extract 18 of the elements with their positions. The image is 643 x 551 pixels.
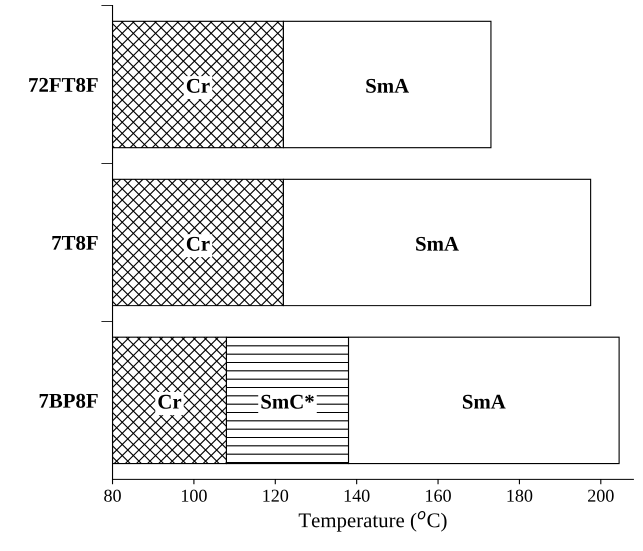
text: SmA <box>462 394 506 409</box>
text: Cr <box>186 236 210 251</box>
x-tick-label: 180 <box>507 490 532 502</box>
series-label: Cr <box>158 394 182 409</box>
x-tick-label: 200 <box>588 490 614 502</box>
y-tick-label: 7T8F <box>52 236 98 250</box>
x-axis-title: Temperature ($^{o}$C) <box>298 511 447 532</box>
x-tick-label: 120 <box>263 490 288 502</box>
x-tick-label: 140 <box>344 490 370 502</box>
x-tick-label: 160 <box>426 490 451 502</box>
text: Cr <box>186 78 210 93</box>
x-tick-label: 80 <box>104 490 121 502</box>
text: SmA <box>366 78 410 93</box>
series-label: SmA <box>416 236 459 251</box>
y-tick-label: 72FT8F <box>29 78 98 92</box>
series-label: SmC* <box>261 394 314 409</box>
x-tick-label: 100 <box>182 490 207 502</box>
y-tick-label: 7BP8F <box>40 394 98 408</box>
